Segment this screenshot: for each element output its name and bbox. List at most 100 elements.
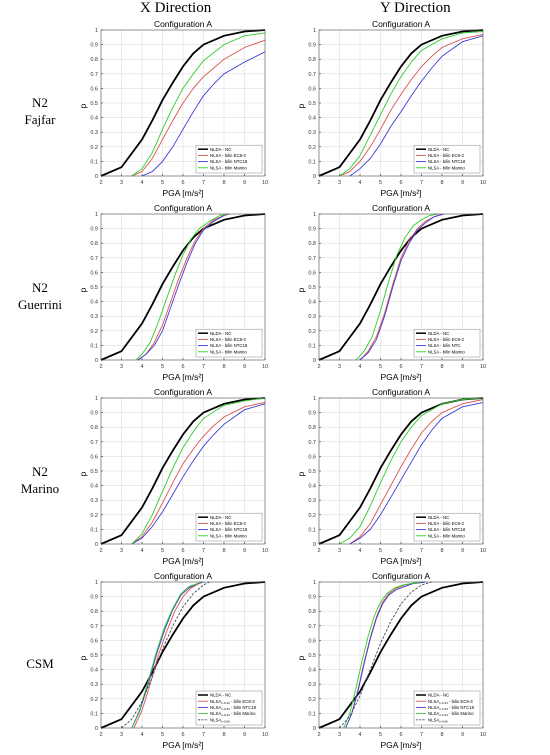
legend-entry: NLSA - bilin Marino bbox=[210, 349, 247, 354]
x-tick-label: 6 bbox=[399, 364, 402, 370]
legend-entry: NLSA - bilin NTC18 bbox=[210, 527, 248, 532]
y-tick-label: 0.9 bbox=[90, 227, 98, 233]
series-line-marino bbox=[135, 213, 229, 361]
legend-entry: NLSAn-0.33 - bilin Marino bbox=[210, 711, 256, 717]
legend-entry: NLSA - bilin Marino bbox=[428, 533, 465, 538]
x-tick-label: 6 bbox=[181, 364, 184, 370]
y-tick-label: 0.5 bbox=[90, 653, 98, 659]
chart-title: Configuration A bbox=[154, 571, 212, 581]
chart-panel-marino-y: 2 3 4 5 6 7 8 9 10 0 0.1 0.2 0.3 0.4 0.5 0.6 0.7 0.8 0.9 1 C… bbox=[297, 387, 486, 566]
series-line-ntc bbox=[349, 35, 484, 177]
series-line-marino bbox=[339, 31, 484, 177]
y-tick-label: 0.3 bbox=[308, 498, 316, 504]
x-tick-label: 9 bbox=[461, 548, 464, 554]
y-tick-label: 0.5 bbox=[90, 101, 98, 107]
chart-title: Configuration A bbox=[372, 387, 430, 397]
y-tick-label: 0.7 bbox=[308, 440, 316, 446]
y-axis-label: p bbox=[79, 655, 88, 660]
series-line-ec8 bbox=[133, 581, 204, 729]
legend-entry: NLSAn-0.66 bbox=[210, 717, 230, 723]
x-tick-label: 9 bbox=[461, 732, 464, 738]
y-axis-label: p bbox=[297, 655, 306, 660]
y-tick-label: 0 bbox=[313, 726, 316, 732]
y-tick-label: 0.4 bbox=[90, 668, 98, 674]
series-line-nc bbox=[100, 397, 266, 545]
y-tick-label: 0.5 bbox=[90, 469, 98, 475]
x-tick-label: 10 bbox=[480, 548, 486, 554]
y-tick-label: 0.5 bbox=[308, 285, 316, 291]
series-line-marino bbox=[131, 32, 266, 177]
series-line-ntc bbox=[141, 51, 266, 177]
y-tick-label: 0.1 bbox=[90, 159, 98, 165]
axes-box bbox=[318, 397, 484, 545]
legend-entry: NLDA - NC bbox=[428, 147, 449, 152]
x-tick-label: 9 bbox=[461, 364, 464, 370]
row-label-fajfar-line1: N2 bbox=[32, 95, 48, 110]
x-tick-label: 6 bbox=[181, 548, 184, 554]
legend-box bbox=[413, 690, 481, 726]
y-tick-label: 0.7 bbox=[308, 256, 316, 262]
x-tick-label: 9 bbox=[243, 548, 246, 554]
y-tick-label: 0.1 bbox=[90, 711, 98, 717]
axes-box bbox=[100, 213, 266, 361]
y-tick-label: 0 bbox=[313, 174, 316, 180]
y-tick-label: 0.6 bbox=[90, 270, 98, 276]
y-tick-label: 0.8 bbox=[90, 425, 98, 431]
legend-entry: NLSA - bilin NTC18 bbox=[210, 159, 248, 164]
y-tick-label: 1 bbox=[313, 212, 316, 218]
axes-box bbox=[100, 581, 266, 729]
y-tick-label: 0.1 bbox=[90, 343, 98, 349]
x-axis-label: PGA [m/s²] bbox=[162, 740, 203, 750]
y-tick-label: 0.3 bbox=[90, 130, 98, 136]
x-tick-label: 3 bbox=[338, 364, 341, 370]
x-tick-label: 4 bbox=[140, 180, 143, 186]
legend-entry: NLDA - NC bbox=[210, 693, 231, 698]
x-tick-label: 9 bbox=[243, 732, 246, 738]
chart-panel-fajfar-x: 2 3 4 5 6 7 8 9 10 0 0.1 0.2 0.3 0.4 0.5 0.6 0.7 0.8 0.9 1 C… bbox=[79, 19, 268, 198]
y-tick-label: 0.2 bbox=[308, 513, 316, 519]
y-tick-label: 0.1 bbox=[308, 343, 316, 349]
x-tick-label: 4 bbox=[358, 364, 361, 370]
y-tick-label: 0 bbox=[95, 726, 98, 732]
y-axis-label: p bbox=[297, 471, 306, 476]
y-tick-label: 0 bbox=[313, 542, 316, 548]
series-line-marino bbox=[339, 397, 484, 545]
y-tick-label: 0.2 bbox=[90, 145, 98, 151]
x-tick-label: 4 bbox=[140, 364, 143, 370]
y-tick-label: 0.3 bbox=[308, 682, 316, 688]
y-tick-label: 0.2 bbox=[308, 145, 316, 151]
y-tick-label: 0.1 bbox=[308, 711, 316, 717]
series-line-nc bbox=[318, 29, 484, 177]
y-axis-label: p bbox=[297, 287, 306, 292]
row-label-fajfar: N2 Fajfar bbox=[0, 94, 80, 128]
x-tick-label: 10 bbox=[480, 364, 486, 370]
x-tick-label: 8 bbox=[440, 364, 443, 370]
legend-entry: NLSA - bilin EC8-3 bbox=[210, 153, 246, 158]
row-label-guerrini-line1: N2 bbox=[32, 280, 48, 295]
row-label-guerrini-line2: Guerrini bbox=[17, 297, 63, 312]
x-tick-label: 10 bbox=[262, 548, 268, 554]
x-tick-label: 4 bbox=[358, 732, 361, 738]
chart-title: Configuration A bbox=[372, 203, 430, 213]
y-tick-label: 0.7 bbox=[308, 624, 316, 630]
x-tick-label: 2 bbox=[317, 732, 320, 738]
y-tick-label: 0.4 bbox=[90, 484, 98, 490]
series-line-ec8 bbox=[131, 39, 266, 177]
y-direction-header: Y Direction bbox=[380, 0, 451, 16]
legend-entry: NLSA - bilin EC8-3 bbox=[210, 337, 246, 342]
series-line-ec8 bbox=[359, 213, 443, 361]
x-tick-label: 2 bbox=[99, 548, 102, 554]
y-tick-label: 0.9 bbox=[308, 227, 316, 233]
x-tick-label: 10 bbox=[480, 732, 486, 738]
row-label-fajfar-line2: Fajfar bbox=[24, 112, 56, 127]
x-tick-label: 9 bbox=[461, 180, 464, 186]
y-tick-label: 0.8 bbox=[90, 57, 98, 63]
x-axis-label: PGA [m/s²] bbox=[380, 556, 421, 566]
chart-panel-fajfar-y: 2 3 4 5 6 7 8 9 10 0 0.1 0.2 0.3 0.4 0.5 0.6 0.7 0.8 0.9 1 C… bbox=[297, 19, 486, 198]
row-label-marino-line2: Marino bbox=[20, 481, 60, 496]
